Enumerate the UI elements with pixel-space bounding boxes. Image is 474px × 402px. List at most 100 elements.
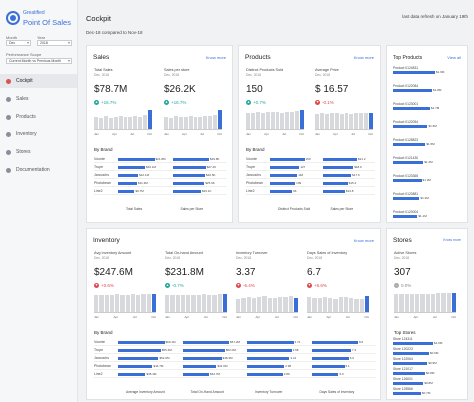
ranked-item[interactable]: Store 125566 $0.7M — [393, 387, 430, 395]
tick-label: Apr — [112, 132, 117, 136]
sales-know-more-link[interactable]: Know more — [205, 55, 226, 60]
ranked-item[interactable]: Product 0122084 $1.8M — [393, 84, 441, 92]
month-select[interactable]: Dec — [6, 40, 31, 46]
brand-bar-cell: $21.2 — [322, 155, 376, 163]
kpi-sub: Dec, 2018 — [165, 256, 181, 260]
trend-down-icon: ▼ — [236, 283, 241, 288]
brand-bar — [118, 157, 155, 161]
spark-bar — [164, 117, 168, 129]
spark-bar — [196, 294, 201, 312]
stores-know-more-link[interactable]: Know more — [443, 238, 461, 242]
brand-bar-cell: 127 — [270, 163, 323, 171]
spark-bar — [151, 293, 156, 312]
brand-bar-value: $27.2K — [206, 165, 217, 169]
spark-bar — [143, 115, 148, 129]
ranked-item[interactable]: Product 0121430 $1.4M — [393, 156, 433, 164]
tick-label: Apr — [413, 315, 419, 319]
brand-row[interactable]: Line2 — [246, 187, 375, 195]
spark-bar — [328, 297, 333, 312]
spark-bar — [94, 117, 98, 129]
ranked-item[interactable]: Product 0128823 $1.5M — [393, 138, 435, 146]
spark-bar — [255, 111, 260, 129]
nav-documentation[interactable]: Documentation — [0, 163, 77, 177]
ranked-item[interactable]: Product 0123001 $1.7M — [393, 102, 439, 110]
spark-bar — [354, 298, 359, 312]
ranked-item[interactable]: Product 0123365 $1.3M — [393, 174, 431, 182]
brand-row[interactable]: Photobean — [246, 179, 375, 187]
ranked-value: $1.5M — [426, 142, 435, 146]
brand-row[interactable]: Line2 — [94, 370, 376, 378]
brand-bar — [270, 189, 293, 193]
inventory-know-more-link[interactable]: Know more — [353, 238, 374, 243]
brand-row[interactable]: Janoochs — [94, 354, 376, 362]
kpi-sub: Dec, 2018 — [164, 73, 180, 77]
brand-row[interactable]: Voonte — [94, 338, 376, 346]
ranked-item[interactable]: Product 0120004 $1.1M — [393, 210, 427, 218]
products-icon — [6, 114, 11, 120]
brand-row[interactable]: Voonte — [94, 155, 227, 163]
brand-row[interactable]: Trupe — [94, 163, 227, 171]
ranked-bar — [393, 70, 435, 74]
year-select[interactable]: 2018 — [37, 40, 72, 46]
delta-text: +0.7% — [253, 100, 266, 105]
spark-bar — [251, 298, 256, 312]
nav-label: Sales — [16, 96, 29, 102]
trend-down-icon: ▼ — [94, 283, 99, 288]
brand-bar-value: $13.8 — [345, 189, 354, 193]
brand-bar — [118, 348, 161, 352]
kpi-sub: Dec, 2018 — [307, 256, 323, 260]
ranked-item[interactable]: Store 124311 $1.0M — [393, 337, 442, 345]
nav-inventory[interactable]: Inventory — [0, 127, 77, 141]
brand-row[interactable]: Trupe — [246, 163, 375, 171]
spark-bar — [208, 116, 213, 129]
spark-bar — [136, 294, 141, 312]
brand-bar — [182, 364, 217, 368]
nav-label: Cockpit — [16, 78, 33, 84]
brand-bar — [182, 372, 209, 376]
tick-label: Jan — [94, 315, 99, 319]
brand-bar — [270, 165, 300, 169]
spark-bar — [317, 298, 322, 312]
by-brand-label: By Brand — [94, 147, 113, 152]
brand-row[interactable]: Photobean — [94, 362, 376, 370]
brand-row[interactable]: Janoochs — [246, 171, 375, 179]
ranked-item[interactable]: Store 122064 $0.9M — [393, 357, 437, 365]
spark-bar — [315, 113, 319, 129]
spark-bar — [293, 297, 298, 312]
spark-bar — [404, 293, 409, 312]
ranked-item[interactable]: Store 126001 $0.8M — [393, 377, 433, 385]
brand-bar-value: 150 — [305, 157, 311, 161]
brand-name: Line2 — [246, 188, 255, 193]
nav-sales[interactable]: Sales — [0, 92, 77, 106]
brand-bar — [247, 364, 285, 368]
spark-bar — [138, 116, 143, 129]
nav-stores[interactable]: Stores — [0, 145, 77, 159]
ranked-item[interactable]: Product 0120881 $1.2M — [393, 192, 429, 200]
ranked-item[interactable]: Product 0124831 $1.9M — [393, 66, 444, 74]
nav-cockpit[interactable]: Cockpit — [0, 74, 77, 88]
tick-label: Apr — [255, 315, 261, 319]
brand-bar-cell: $52.0M — [182, 346, 248, 354]
top-products-title: Top Products — [393, 55, 423, 61]
brand-row[interactable]: Trupe — [94, 346, 376, 354]
ranked-item[interactable]: Store 120223 $0.9M — [393, 347, 438, 355]
ranked-value: $1.0M — [434, 341, 443, 345]
spark-bar — [267, 297, 272, 312]
ranked-item[interactable]: Product 0122054 $1.6M — [393, 120, 437, 128]
products-know-more-link[interactable]: Know more — [353, 55, 374, 60]
nav-label: Documentation — [16, 167, 50, 173]
brand-row[interactable]: Line2 — [94, 187, 227, 195]
brand-row[interactable]: Voonte — [246, 155, 375, 163]
scope-select[interactable]: Current Month vs Previous Month — [6, 58, 72, 64]
spark-bar — [120, 294, 125, 312]
brand-bar — [172, 189, 201, 193]
active-stores-sparkline — [394, 293, 456, 313]
spark-bar — [441, 293, 446, 312]
ranked-item[interactable]: Store 121017 $0.8M — [393, 367, 434, 375]
brand-row[interactable]: Janoochs — [94, 171, 227, 179]
spark-bar — [103, 116, 108, 129]
brand-row[interactable]: Photobean — [94, 179, 227, 187]
nav-products[interactable]: Products — [0, 110, 77, 124]
app-logo[interactable]: Greatified Point Of Sales — [6, 9, 71, 27]
view-all-link[interactable]: View all — [447, 55, 461, 60]
